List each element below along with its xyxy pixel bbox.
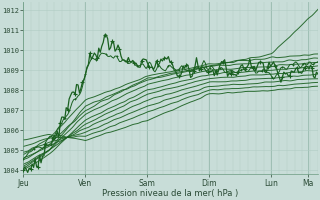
X-axis label: Pression niveau de la mer( hPa ): Pression niveau de la mer( hPa ) xyxy=(102,189,239,198)
